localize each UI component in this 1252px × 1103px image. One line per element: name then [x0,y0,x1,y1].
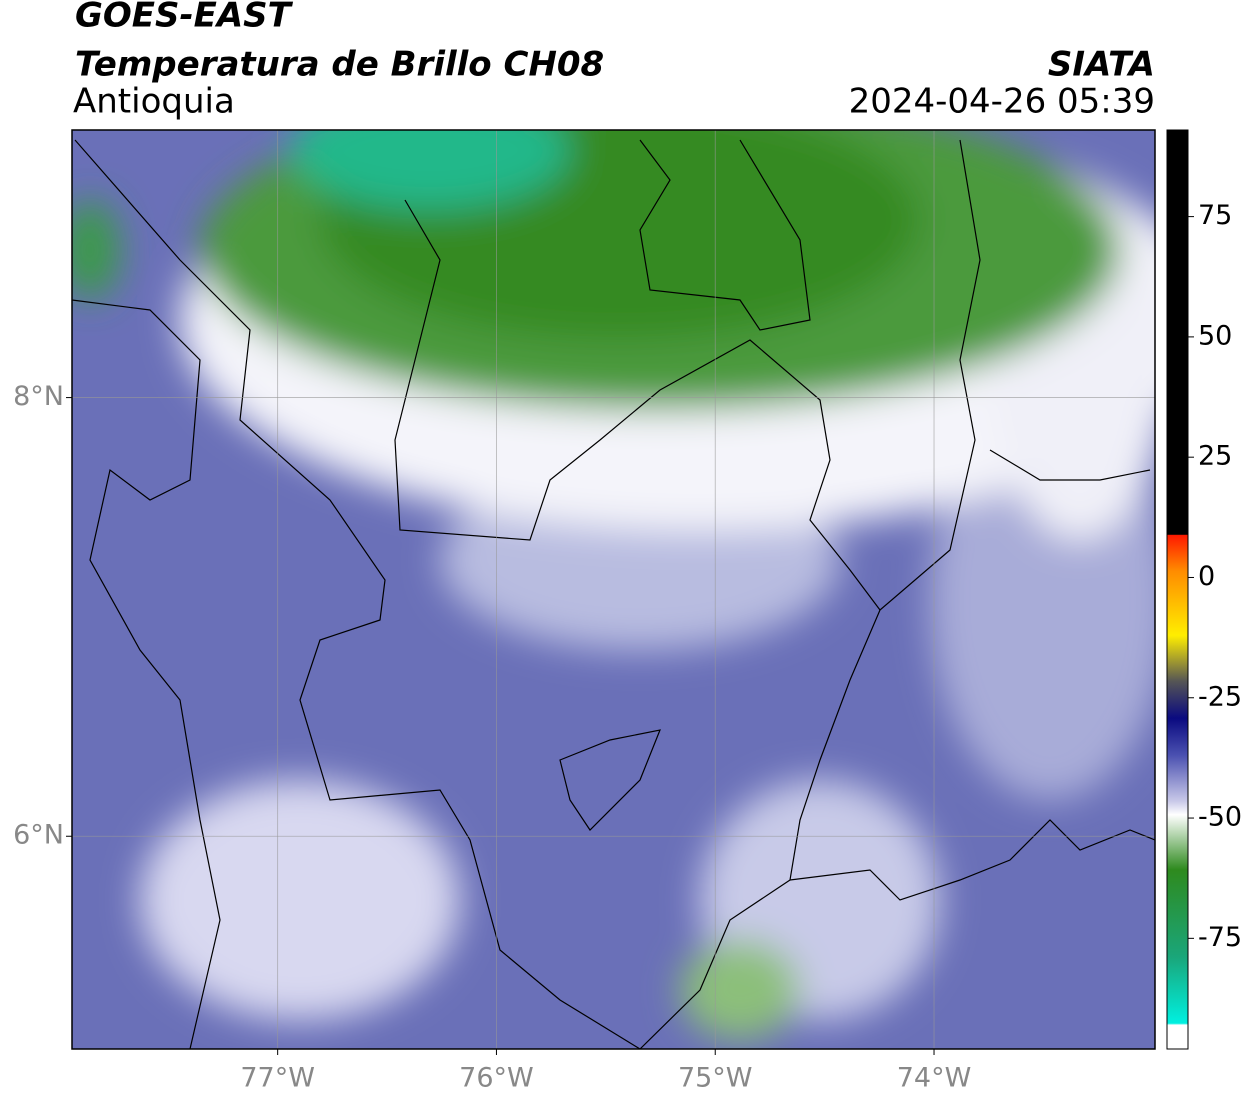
grid [72,130,1155,1049]
colorbar [1166,129,1189,1050]
y-tick-label: 6°N [13,820,64,851]
colorbar-tick-label: 25 [1198,441,1232,472]
datetime: 2024-04-26 05:39 [849,82,1155,122]
map-frame [71,129,1156,1050]
x-tick-label: 75°W [678,1063,753,1094]
region: Antioquia [73,82,235,122]
colorbar-tick-label: -25 [1198,681,1242,712]
colorbar-tick-label: -75 [1198,922,1242,953]
subtitle: Temperatura de Brillo CH08 [75,45,604,85]
colorbar-tick-label: 50 [1198,320,1232,351]
borders [72,139,1155,1049]
colorbar-tick-label: -50 [1198,802,1242,833]
x-tick-label: 74°W [897,1063,972,1094]
satellite-image [72,130,1155,1049]
colorbar-tick-label: 0 [1198,561,1215,592]
title: GOES-EAST [75,0,294,36]
x-tick-label: 77°W [240,1063,315,1094]
x-tick-label: 76°W [459,1063,534,1094]
y-tick-label: 8°N [13,381,64,412]
colorbar-tick-label: 75 [1198,200,1232,231]
source: SIATA [1048,45,1155,85]
